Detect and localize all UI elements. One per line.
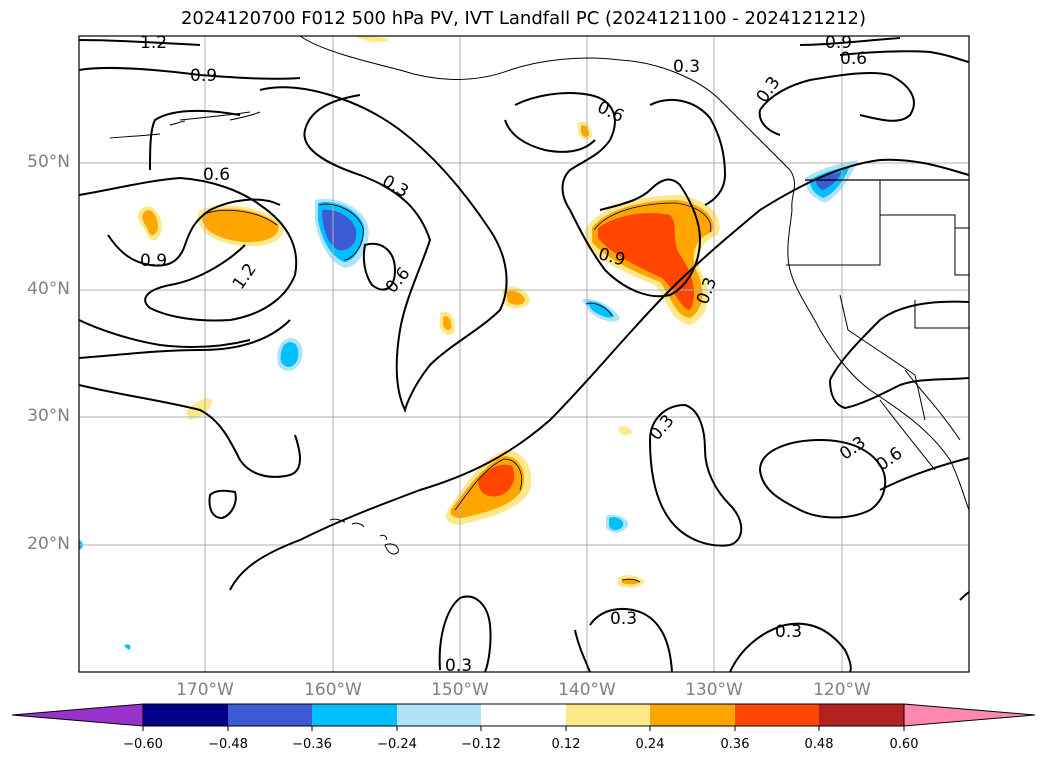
contour-labels: 1.2 0.9 0.6 0.9 1.2 0.3 0.6 0.6 0.3 0.9 … xyxy=(140,33,907,676)
lon-label-120w: 120°W xyxy=(813,680,871,700)
contour-label: 0.9 xyxy=(825,33,852,53)
lat-label-50n: 50°N xyxy=(27,152,70,172)
pv-shading xyxy=(79,36,858,650)
colorbar-swatch xyxy=(735,704,819,726)
colorbar xyxy=(11,703,1036,731)
contour-label: 0.6 xyxy=(840,49,867,69)
map-title: 2024120700 F012 500 hPa PV, IVT Landfall… xyxy=(180,8,867,29)
colorbar-tick-label: −0.48 xyxy=(208,737,248,752)
contour-label: 0.6 xyxy=(873,443,907,475)
contour-label: 1.2 xyxy=(140,33,167,53)
colorbar-swatch xyxy=(143,704,228,726)
colorbar-tick-label: −0.36 xyxy=(292,737,332,752)
colorbar-tick-label: 0.48 xyxy=(804,737,834,752)
colorbar-swatch xyxy=(228,704,312,726)
contour-label: 0.3 xyxy=(673,57,700,77)
colorbar-extend-min xyxy=(11,703,144,727)
contour-label: 0.9 xyxy=(190,66,217,86)
lon-label-160w: 160°W xyxy=(304,680,362,700)
colorbar-tick-label: 0.12 xyxy=(551,737,581,752)
coastlines xyxy=(109,36,969,555)
contour-label: 1.2 xyxy=(229,260,261,294)
contour-label: 0.6 xyxy=(203,165,230,185)
lat-label-20n: 20°N xyxy=(27,534,70,554)
colorbar-swatch xyxy=(481,704,566,726)
lat-label-30n: 30°N xyxy=(27,406,70,426)
colorbar-swatch xyxy=(566,704,650,726)
graticule xyxy=(79,36,969,672)
lon-label-130w: 130°W xyxy=(685,680,743,700)
contour-label: 0.3 xyxy=(445,656,472,676)
contour-label: 0.6 xyxy=(594,97,627,127)
contour-label: 0.3 xyxy=(836,433,870,465)
colorbar-tick-label: −0.24 xyxy=(377,737,417,752)
plot-frame xyxy=(78,35,970,673)
colorbar-tick-label: −0.12 xyxy=(461,737,501,752)
lon-label-170w: 170°W xyxy=(176,680,234,700)
contour-label: 0.3 xyxy=(379,171,412,202)
colorbar-tick-label: −0.60 xyxy=(123,737,163,752)
colorbar-tick-label: 0.36 xyxy=(720,737,750,752)
contour-label: 0.3 xyxy=(775,622,802,642)
colorbar-swatch xyxy=(819,704,904,726)
colorbar-swatch xyxy=(650,704,735,726)
colorbar-swatch xyxy=(312,704,397,726)
contour-label: 0.3 xyxy=(753,73,785,107)
colorbar-swatch xyxy=(397,704,481,726)
lon-label-150w: 150°W xyxy=(431,680,489,700)
colorbar-tick-label: 0.60 xyxy=(889,737,919,752)
colorbar-tick-label: 0.24 xyxy=(635,737,665,752)
contour-label: 0.3 xyxy=(610,609,637,629)
ivt-contours xyxy=(79,37,969,672)
lat-label-40n: 40°N xyxy=(27,279,70,299)
colorbar-extend-max xyxy=(903,703,1036,727)
lon-label-140w: 140°W xyxy=(558,680,616,700)
contour-label: 0.9 xyxy=(140,251,167,271)
thin-contours xyxy=(202,202,712,583)
